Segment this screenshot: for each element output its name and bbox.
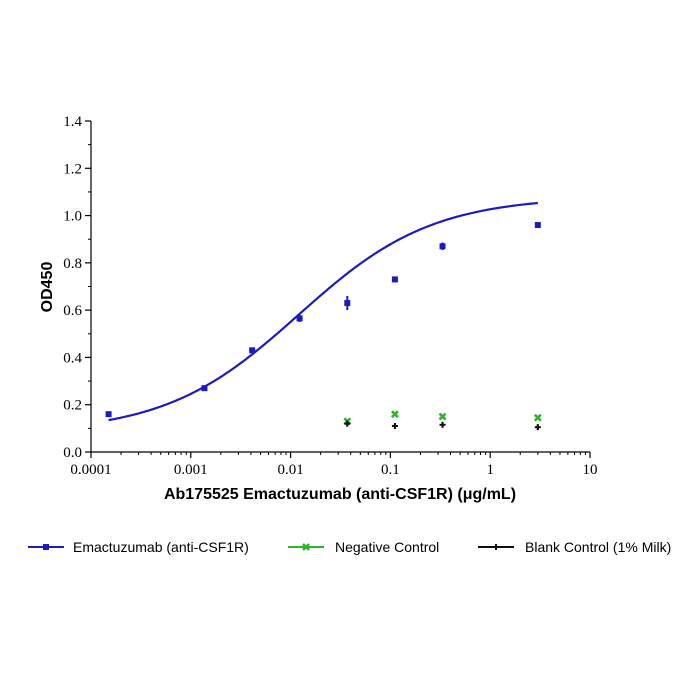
data-point-s0 (105, 411, 112, 418)
y-tick-label: 0.2 (63, 398, 82, 414)
data-point-s1-stroke (533, 413, 542, 422)
data-point-s1 (391, 410, 399, 419)
y-axis-title: OD450 (39, 262, 56, 313)
legend: Emactuzumab (anti-CSF1R) Negative Control… (28, 539, 671, 555)
legend-label-0: Emactuzumab (anti-CSF1R) (73, 539, 249, 555)
y-tick-label: 1.2 (63, 161, 82, 177)
data-point-s2 (391, 422, 398, 429)
data-point-s0 (296, 315, 303, 322)
data-point-s1-stroke (438, 412, 447, 421)
data-point-s0 (344, 300, 351, 307)
data-point-s1-stroke (391, 410, 399, 419)
x-tick-label: 0.0001 (70, 462, 111, 478)
y-tick-label: 0.4 (63, 350, 82, 366)
data-point-s1 (533, 413, 542, 422)
data-point-s0 (534, 222, 541, 229)
y-tick-label: 0.8 (63, 256, 82, 272)
y-tick-label: 1.4 (63, 114, 82, 130)
data-point-s1 (438, 412, 447, 421)
data-point-s2 (439, 421, 446, 428)
x-axis-title: Ab175525 Emactuzumab (anti-CSF1R) (μg/mL… (164, 486, 516, 503)
legend-marker-2 (493, 544, 499, 550)
data-point-s2 (534, 424, 541, 431)
legend-label-1: Negative Control (335, 539, 439, 555)
legend-marker-1-stroke (302, 543, 310, 551)
x-tick-label: 1 (486, 462, 494, 478)
data-point-s2 (344, 420, 351, 427)
data-point-s0 (439, 243, 446, 250)
legend-label-2: Blank Control (1% Milk) (525, 539, 671, 555)
fit-curve-emactuzumab (108, 201, 538, 422)
x-tick-label: 0.01 (277, 462, 303, 478)
plot-area (105, 201, 542, 431)
data-point-s0 (201, 385, 208, 392)
legend-marker-0 (43, 544, 49, 550)
x-tick-label: 0.001 (174, 462, 208, 478)
axes: 0.0 0.2 0.4 0.6 0.8 1.0 1.2 1.4 0.0001 0.001 0.01 0… (63, 114, 597, 478)
y-tick-label: 0.0 (63, 445, 82, 461)
data-point-s0 (391, 276, 398, 283)
x-tick-label: 10 (583, 462, 598, 478)
legend-marker-1 (302, 543, 310, 551)
y-tick-label: 0.6 (63, 303, 82, 319)
y-tick-label: 1.0 (63, 209, 82, 225)
data-point-s0 (249, 347, 256, 354)
x-tick-label: 0.1 (381, 462, 400, 478)
